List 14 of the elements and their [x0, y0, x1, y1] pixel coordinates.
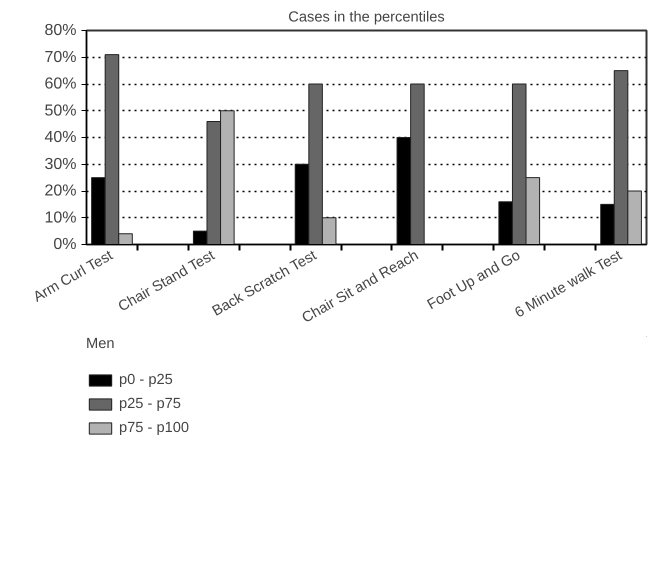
legend-label: p75 - p100 [119, 420, 190, 436]
legend-label: p0 - p25 [119, 372, 173, 388]
y-tick-label: 20% [44, 182, 77, 200]
y-tick-label: 80% [44, 22, 77, 39]
y-tick-label: 10% [44, 209, 77, 226]
y-tick-label: 0% [53, 236, 76, 253]
legend-title: Men [86, 336, 116, 352]
y-tick-label: 70% [44, 48, 77, 66]
y-tick-label: 50% [44, 102, 77, 120]
y-tick-label: 40% [44, 129, 77, 146]
y-tick-label: 60% [44, 76, 77, 92]
legend-label: p25 - p75 [119, 396, 181, 412]
chart-title: Cases in the percentiles [288, 10, 445, 26]
y-tick-label: 30% [44, 156, 77, 173]
